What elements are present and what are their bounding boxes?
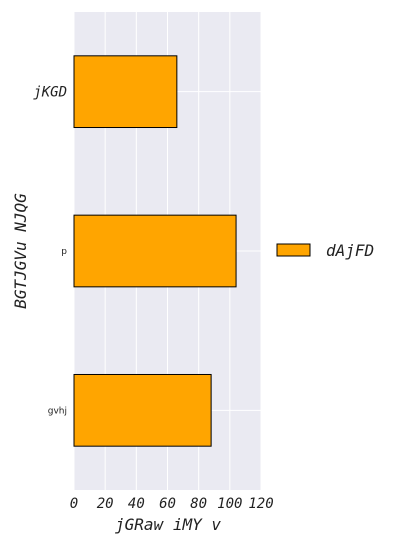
legend-swatch: [276, 243, 311, 257]
x-tick-label: 0: [70, 496, 78, 512]
y-tick-labels: jKGD p gvhj: [33, 85, 67, 417]
x-tick-label: 60: [159, 496, 176, 512]
bar: [73, 214, 237, 288]
legend-label: dAjFD: [326, 241, 374, 260]
x-tick-label: 100: [217, 496, 242, 512]
bars: [73, 55, 237, 447]
bar: [73, 373, 212, 447]
y-tick-label: jKGD: [33, 85, 67, 101]
x-tick-label: 80: [190, 496, 207, 512]
x-tick-label: 20: [97, 496, 114, 512]
x-tick-label: 120: [248, 496, 273, 512]
y-tick-label: p: [61, 247, 67, 257]
y-axis-label: BGTJGVu NJQG: [11, 193, 30, 309]
x-axis-label: jGRaw iMY v: [115, 515, 221, 534]
bar: [73, 55, 178, 129]
y-tick-label: gvhj: [48, 406, 67, 416]
x-tick-label: 40: [128, 496, 145, 512]
legend: dAjFD: [276, 241, 374, 260]
x-tick-labels: 0 20 40 60 80 100 120: [70, 496, 274, 512]
